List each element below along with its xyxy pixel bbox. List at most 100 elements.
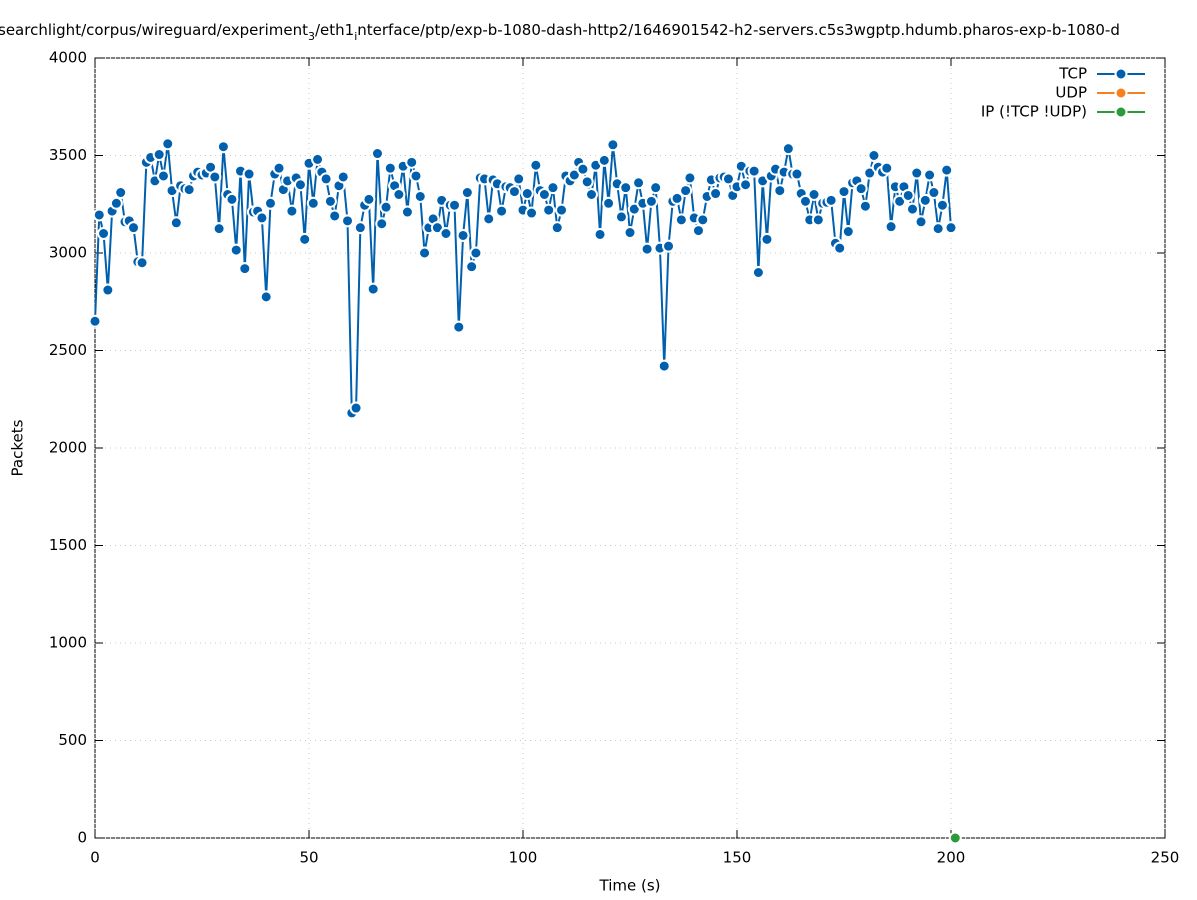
data-point xyxy=(905,202,919,216)
data-point xyxy=(242,167,256,181)
data-point xyxy=(97,227,111,240)
y-tick-label: 500 xyxy=(58,731,87,749)
data-point xyxy=(807,188,821,201)
data-point xyxy=(362,192,376,206)
data-point xyxy=(418,246,432,260)
data-point xyxy=(495,204,509,218)
data-point xyxy=(311,152,325,166)
data-point xyxy=(935,198,949,212)
data-point xyxy=(469,246,483,260)
y-tick-label: 2000 xyxy=(49,439,87,457)
data-point xyxy=(263,196,277,210)
x-tick-label: 0 xyxy=(90,849,100,867)
data-point xyxy=(674,213,688,227)
data-point xyxy=(696,213,710,227)
data-point xyxy=(225,192,239,206)
title-part: nterface/ptp/exp-b-1080-dash-http2/16469… xyxy=(357,21,1120,39)
data-point xyxy=(405,155,419,169)
data-point xyxy=(109,196,123,210)
data-point xyxy=(679,184,693,198)
data-point xyxy=(747,164,761,178)
data-point xyxy=(948,831,962,845)
data-point xyxy=(893,194,907,208)
y-tick-label: 3500 xyxy=(49,146,87,164)
data-point xyxy=(328,209,342,223)
chart-title: searchlight/corpus/wireguard/experiment3… xyxy=(0,21,1120,43)
data-point xyxy=(597,153,611,167)
data-point xyxy=(88,314,102,328)
data-point xyxy=(901,188,915,202)
data-point xyxy=(773,184,787,198)
data-point xyxy=(135,256,149,270)
data-point xyxy=(914,215,928,229)
data-point xyxy=(216,140,230,154)
data-point xyxy=(383,161,397,175)
data-point xyxy=(632,176,646,190)
data-point xyxy=(940,163,954,177)
data-point xyxy=(460,186,474,200)
data-point xyxy=(413,189,427,203)
data-point xyxy=(272,161,286,175)
data-point xyxy=(259,290,273,304)
data-point xyxy=(798,194,812,208)
data-point xyxy=(944,221,958,235)
data-point xyxy=(837,185,851,199)
data-point xyxy=(623,226,637,240)
data-point xyxy=(537,188,551,201)
data-point xyxy=(863,166,877,180)
data-point xyxy=(341,214,355,228)
y-tick-label: 2500 xyxy=(49,341,87,359)
data-point xyxy=(739,178,753,192)
data-point xyxy=(409,169,423,183)
y-tick-label: 3000 xyxy=(49,244,87,262)
legend-marker xyxy=(1114,86,1128,100)
data-point xyxy=(760,232,774,246)
data-point xyxy=(640,242,654,256)
title-part: searchlight/corpus/wireguard/experiment xyxy=(0,21,308,39)
data-point xyxy=(790,167,804,181)
data-point xyxy=(910,166,924,180)
legend-label: TCP xyxy=(1058,65,1087,83)
data-point xyxy=(182,183,196,197)
data-point xyxy=(452,320,466,334)
data-point xyxy=(709,187,723,201)
data-point xyxy=(619,181,633,195)
data-point xyxy=(927,186,941,200)
data-point xyxy=(858,199,872,213)
data-point xyxy=(670,191,684,205)
data-point xyxy=(161,137,175,151)
x-tick-label: 200 xyxy=(937,849,966,867)
data-point xyxy=(456,228,470,242)
data-point xyxy=(465,260,479,274)
data-point xyxy=(649,181,663,195)
data-point xyxy=(529,158,543,172)
data-point xyxy=(576,162,590,176)
data-point xyxy=(208,170,222,184)
legend-label: UDP xyxy=(1055,84,1087,102)
data-point xyxy=(255,211,269,225)
data-point xyxy=(602,196,616,210)
data-point xyxy=(298,232,312,246)
data-point xyxy=(918,193,932,207)
data-point xyxy=(567,168,581,182)
data-point xyxy=(439,227,453,240)
data-point xyxy=(781,142,795,156)
data-point xyxy=(379,200,393,214)
data-point xyxy=(92,208,106,222)
y-tick-label: 0 xyxy=(77,829,87,847)
data-point xyxy=(931,222,945,236)
data-point xyxy=(721,172,735,186)
title-part: i xyxy=(354,30,357,43)
data-point xyxy=(854,182,868,196)
data-point xyxy=(400,205,414,219)
data-point xyxy=(555,203,569,217)
title-part: /eth1 xyxy=(315,21,354,39)
data-point xyxy=(841,225,855,239)
y-tick-label: 1000 xyxy=(49,634,87,652)
data-point xyxy=(101,283,115,297)
y-tick-label: 4000 xyxy=(49,49,87,67)
legend-label: IP (!TCP !UDP) xyxy=(981,103,1087,121)
data-point xyxy=(366,282,380,296)
